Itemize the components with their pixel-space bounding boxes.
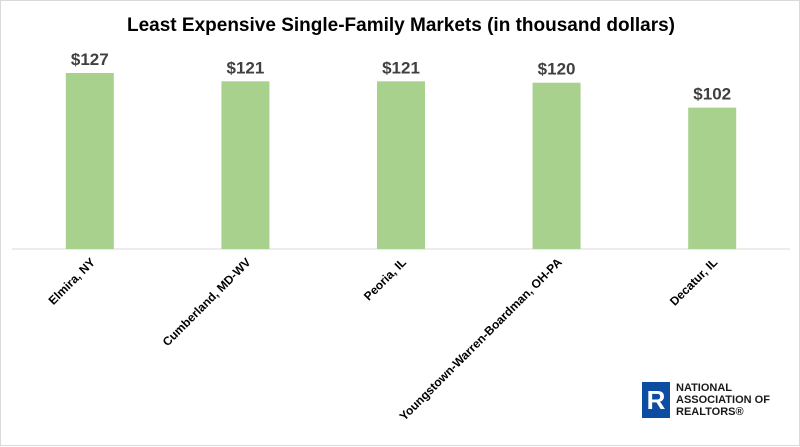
- category-labels-group: Elmira, NY Cumberland, MD-WV Peoria, ILYou…: [46, 255, 721, 423]
- logo-text: NATIONAL ASSOCIATION OF REALTORS®: [676, 382, 770, 418]
- logo-line-2: ASSOCIATION OF: [676, 394, 770, 406]
- chart-title: Least Expensive Single-Family Markets (i…: [127, 15, 675, 36]
- realtor-r-logo-icon: R: [642, 382, 670, 418]
- category-label-1: Cumberland, MD-WV: [160, 255, 254, 349]
- bar-2: [377, 81, 425, 249]
- category-label-0: Elmira, NY: [46, 255, 98, 307]
- value-labels-group: $127 $121 $121 $120 $102: [71, 50, 731, 104]
- category-label-2: Peoria, IL: [361, 255, 409, 303]
- category-label-4: Decatur, IL: [667, 255, 720, 308]
- bar-value-label-0: $127: [71, 50, 109, 69]
- logo-line-3: REALTORS®: [676, 406, 744, 418]
- category-label-3: Youngstown-Warren-Boardman, OH-PA: [397, 255, 565, 423]
- bar-value-label-1: $121: [226, 58, 264, 77]
- bar-value-label-4: $102: [693, 85, 731, 104]
- bar-value-label-3: $120: [538, 60, 576, 79]
- bar-1: [221, 81, 270, 249]
- bar-4: [688, 107, 737, 250]
- logo-line-1: NATIONAL: [676, 382, 733, 394]
- bar-0: [65, 73, 114, 249]
- bars-group: [65, 73, 737, 250]
- nar-logo: R NATIONAL ASSOCIATION OF REALTORS®: [642, 382, 770, 418]
- bar-value-label-2: $121: [382, 58, 420, 77]
- bar-3: [532, 82, 581, 249]
